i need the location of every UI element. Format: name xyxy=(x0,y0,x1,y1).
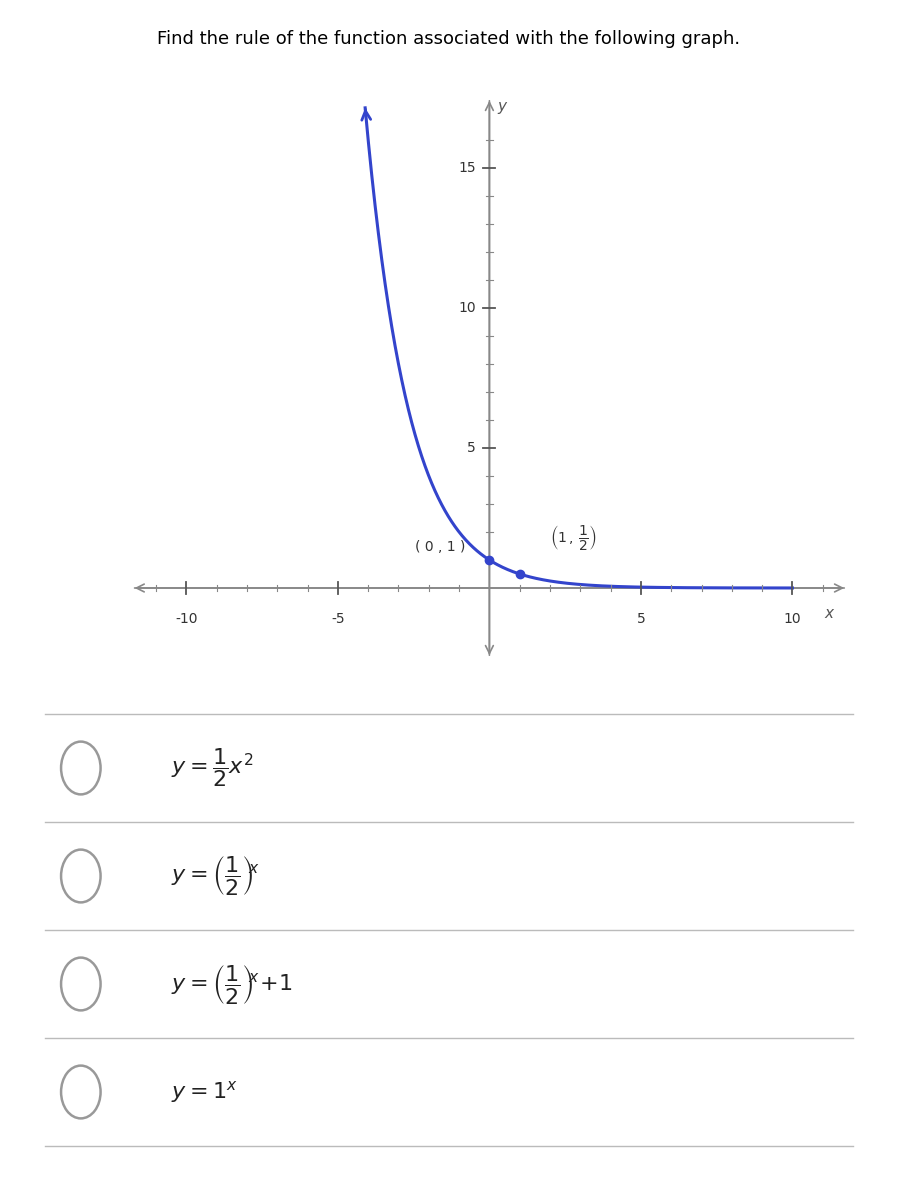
Text: 5: 5 xyxy=(637,612,646,625)
Text: y: y xyxy=(497,98,506,114)
Text: ( 0 , 1 ): ( 0 , 1 ) xyxy=(415,540,465,554)
Text: -5: -5 xyxy=(331,612,345,625)
Text: Find the rule of the function associated with the following graph.: Find the rule of the function associated… xyxy=(157,30,741,48)
Text: -10: -10 xyxy=(175,612,198,625)
Text: $\left(1\,,\,\dfrac{1}{2}\right)$: $\left(1\,,\,\dfrac{1}{2}\right)$ xyxy=(550,523,597,552)
Text: $y = \left(\dfrac{1}{2}\right)^{\!\!x} \!+\! 1$: $y = \left(\dfrac{1}{2}\right)^{\!\!x} \… xyxy=(171,962,293,1006)
Text: 10: 10 xyxy=(784,612,801,625)
Text: $y = 1^{x}$: $y = 1^{x}$ xyxy=(171,1079,237,1105)
Text: 15: 15 xyxy=(458,161,476,175)
Text: $y = \left(\dfrac{1}{2}\right)^{\!\!x}$: $y = \left(\dfrac{1}{2}\right)^{\!\!x}$ xyxy=(171,854,260,898)
Text: $y = \dfrac{1}{2}x^{2}$: $y = \dfrac{1}{2}x^{2}$ xyxy=(171,746,253,790)
Text: x: x xyxy=(824,606,833,620)
Text: 5: 5 xyxy=(467,440,476,455)
Text: 10: 10 xyxy=(458,301,476,314)
